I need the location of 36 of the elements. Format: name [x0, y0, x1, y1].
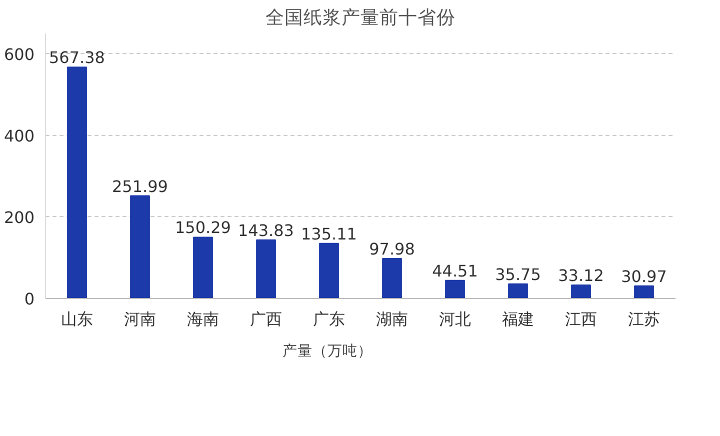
- data-label: 567.38: [49, 48, 105, 68]
- bar: [193, 236, 213, 298]
- bar: [319, 242, 339, 298]
- bar: [130, 195, 150, 298]
- text: 产量（万吨）: [282, 342, 372, 360]
- data-label: 30.97: [621, 266, 667, 286]
- y-tick-label: 400: [4, 126, 35, 146]
- x-tick-label: 江西: [565, 310, 597, 328]
- data-label: 135.11: [301, 224, 357, 244]
- y-tick-label: 200: [4, 208, 35, 227]
- bar: [67, 66, 87, 298]
- data-label: 150.29: [175, 218, 231, 238]
- x-tick-label: 福建: [502, 310, 534, 328]
- data-label: 97.98: [369, 240, 415, 259]
- bar: [382, 258, 402, 298]
- bar: [445, 280, 465, 298]
- x-tick-label: 河北: [439, 310, 471, 328]
- y-tick-label: 600: [4, 44, 35, 64]
- y-tick-label: 0: [24, 290, 35, 308]
- x-tick-label: 河南: [124, 310, 156, 328]
- x-tick-label: 海南: [187, 310, 219, 328]
- data-label: 251.99: [112, 176, 168, 196]
- x-tick-label: 湖南: [376, 310, 408, 328]
- bar: [508, 283, 528, 298]
- data-label: 143.83: [238, 220, 294, 240]
- data-label: 44.51: [432, 261, 478, 280]
- bar: [256, 239, 276, 298]
- data-label: 33.12: [558, 266, 604, 285]
- bar: [571, 284, 591, 298]
- bar: [634, 285, 654, 298]
- x-tick-label: 江苏: [628, 310, 660, 328]
- chart-title: 全国纸浆产量前十省份: [266, 8, 456, 28]
- x-tick-label: 广西: [250, 310, 282, 328]
- data-label: 35.75: [495, 264, 541, 284]
- x-tick-label: 山东: [61, 310, 93, 328]
- x-tick-label: 广东: [313, 310, 345, 328]
